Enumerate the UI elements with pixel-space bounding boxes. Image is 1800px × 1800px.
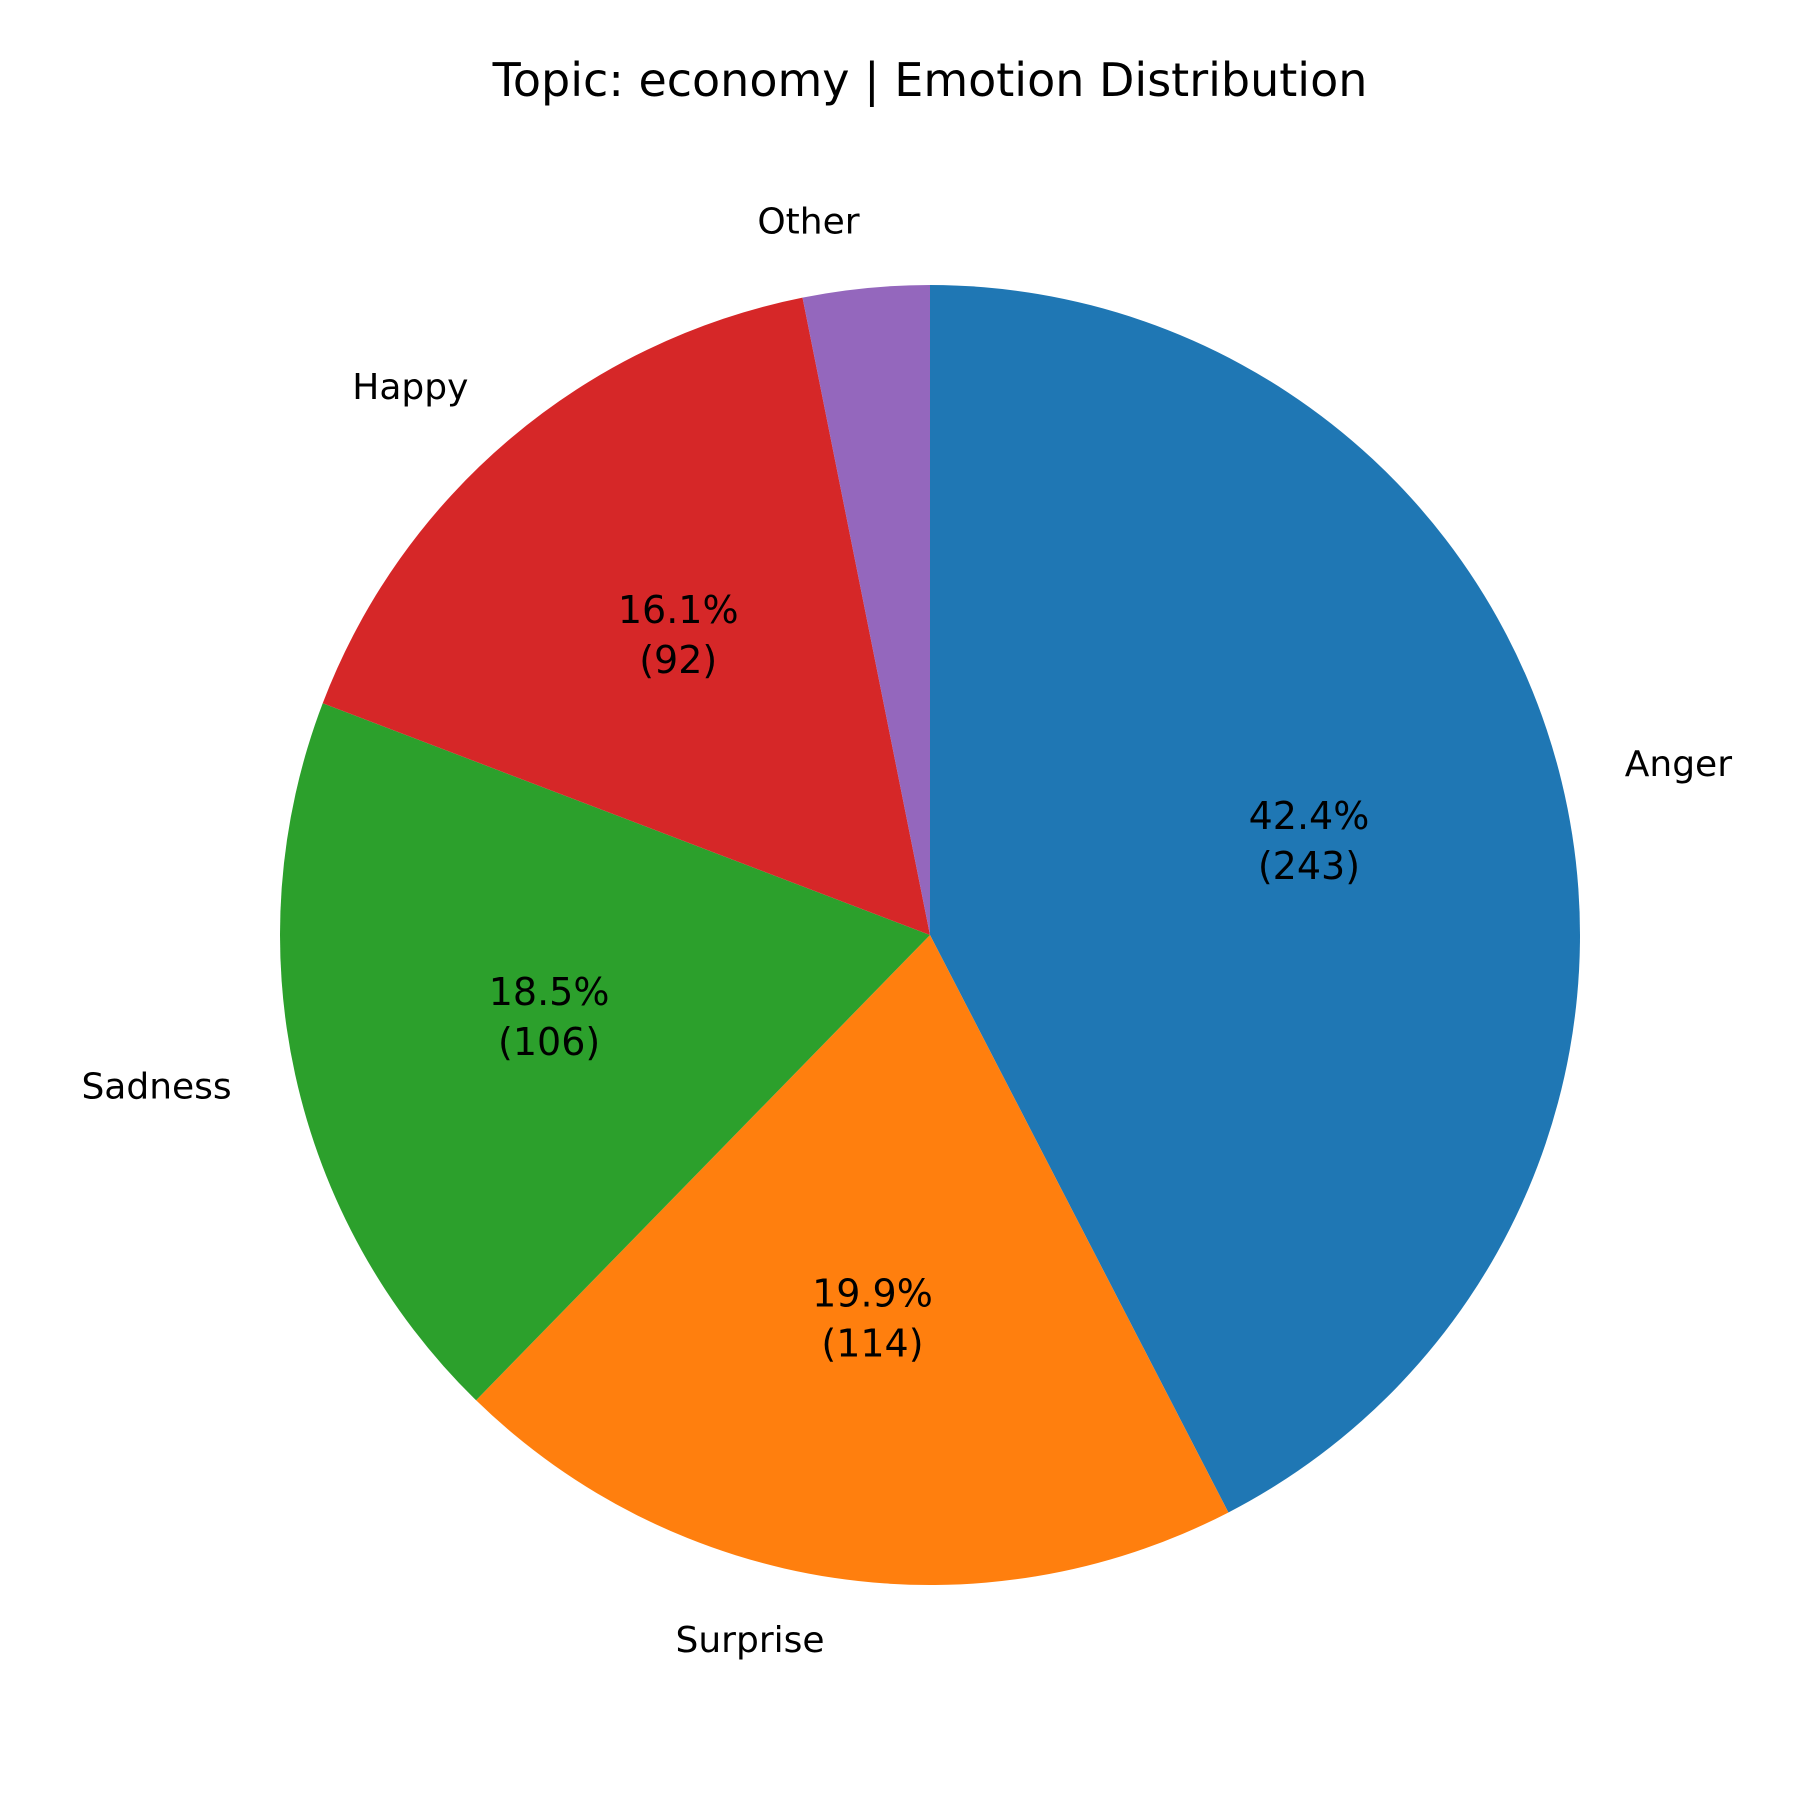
slice-other (802, 285, 930, 935)
slice-sadness (279, 703, 930, 1401)
slice-label-surprise: Surprise (676, 1620, 825, 1661)
slice-percent-surprise: 19.9% (812, 1272, 933, 1316)
slice-count-sadness: (106) (498, 1020, 600, 1064)
slice-percent-sadness: 18.5% (489, 970, 610, 1014)
slice-label-other: Other (757, 201, 859, 242)
slice-percent-anger: 42.4% (1249, 794, 1370, 838)
slice-count-happy: (92) (639, 638, 717, 682)
slice-happy (322, 297, 931, 936)
slice-label-anger: Anger (1625, 744, 1732, 785)
pie-slices (279, 285, 1580, 1585)
slice-label-sadness: Sadness (81, 1067, 231, 1108)
slice-count-surprise: (114) (821, 1322, 923, 1366)
slice-percent-happy: 16.1% (618, 588, 739, 632)
pie-labels: Anger 42.4% (243) Surprise 19.9% (114) Sadness… (81, 201, 1732, 1661)
slice-count-anger: (243) (1258, 844, 1360, 888)
slice-label-happy: Happy (352, 367, 468, 408)
slice-surprise (476, 935, 1229, 1585)
slice-anger (930, 285, 1580, 1513)
chart-title: Topic: economy | Emotion Distribution (492, 53, 1368, 108)
